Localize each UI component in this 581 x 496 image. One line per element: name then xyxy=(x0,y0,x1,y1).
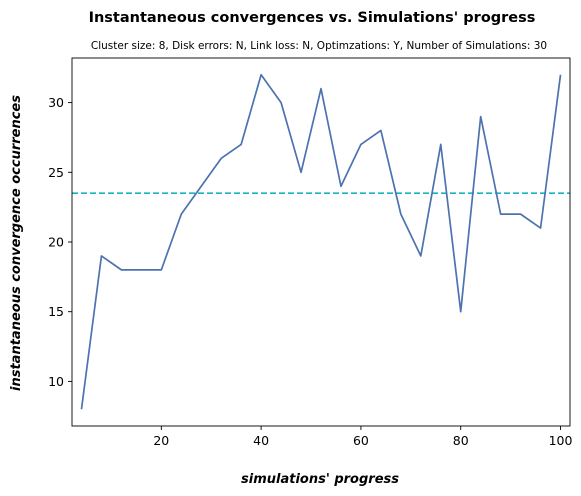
y-axis-label: instantaneous convergence occurrences xyxy=(9,95,24,391)
y-tick-label: 30 xyxy=(48,95,64,110)
x-tick-label: 40 xyxy=(253,433,269,448)
series-line-0 xyxy=(80,73,562,410)
x-axis-label: simulations' progress xyxy=(241,472,399,487)
plot-frame xyxy=(71,57,571,427)
y-tick-label: 10 xyxy=(48,374,64,389)
x-tick-label: 100 xyxy=(549,433,573,448)
x-tick-label: 60 xyxy=(353,433,369,448)
chart-title: Instantaneous convergences vs. Simulatio… xyxy=(89,10,536,26)
y-tick-label: 25 xyxy=(48,165,64,180)
x-tick-label: 20 xyxy=(153,433,169,448)
y-tick-label: 20 xyxy=(48,235,64,250)
chart-subtitle: Cluster size: 8, Disk errors: N, Link lo… xyxy=(91,40,547,52)
y-tick-label: 15 xyxy=(48,304,64,319)
x-tick-label: 80 xyxy=(453,433,469,448)
